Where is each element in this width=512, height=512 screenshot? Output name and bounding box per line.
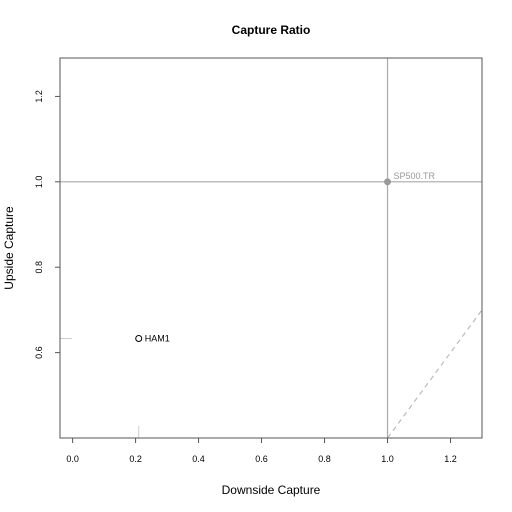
x-tick-label: 1.2 (444, 454, 457, 464)
x-tick-label: 0.8 (318, 454, 331, 464)
diagonal-reference-line (387, 309, 483, 439)
y-tick-label: 0.6 (34, 346, 44, 359)
plot-frame (59, 57, 483, 439)
x-tick-label: 0.0 (66, 454, 79, 464)
x-axis-label: Downside Capture (222, 483, 321, 497)
plot-area: HAM1 SP500.TR (60, 58, 483, 439)
x-tick-label: 1.0 (381, 454, 394, 464)
point-ham1 (135, 335, 143, 343)
x-tick-label: 0.2 (129, 454, 142, 464)
y-axis-label: Upside Capture (2, 206, 16, 290)
point-sp500-tr (384, 178, 392, 186)
y-tick-label: 1.0 (34, 176, 44, 189)
y-tick-label: 1.2 (34, 90, 44, 103)
point-label: HAM1 (145, 334, 170, 344)
x-tick-label: 0.6 (255, 454, 268, 464)
point-label: SP500.TR (394, 171, 436, 181)
x-tick-label: 0.4 (192, 454, 205, 464)
chart-title: Capture Ratio (232, 23, 311, 37)
y-tick-label: 0.8 (34, 261, 44, 274)
x-axis: 0.0 0.2 0.4 0.6 0.8 1.0 1.2 (66, 438, 457, 464)
y-axis: 0.6 0.8 1.0 1.2 (34, 90, 60, 359)
